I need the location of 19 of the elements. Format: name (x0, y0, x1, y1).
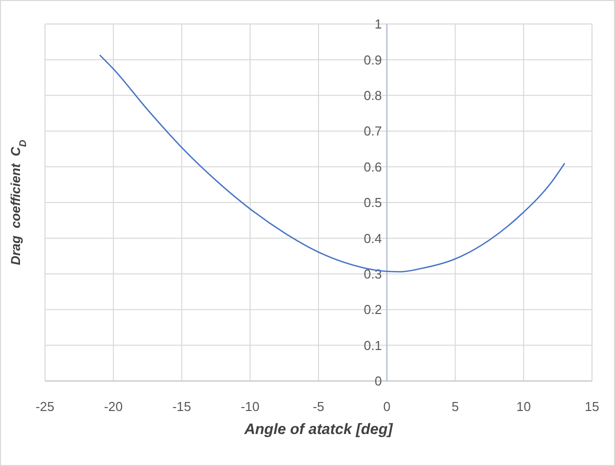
y-tick-label: 0.9 (364, 52, 382, 68)
x-tick-label: 15 (584, 399, 600, 414)
x-tick-label: -25 (36, 399, 54, 414)
y-tick-label: 0.2 (364, 302, 382, 318)
y-tick-label: 0 (374, 374, 382, 389)
y-tick-label: 0.1 (364, 338, 382, 353)
x-tick-label: -5 (312, 399, 324, 414)
x-tick-label: -10 (240, 399, 260, 414)
y-tick-label: 0.5 (364, 195, 382, 210)
x-tick-label: -15 (172, 399, 192, 414)
x-tick-label: -20 (104, 399, 123, 414)
y-tick-label: 0.6 (364, 159, 382, 174)
x-tick-label: 10 (516, 399, 531, 414)
y-tick-label: 0.7 (364, 124, 382, 139)
y-tick-label: 1 (374, 16, 382, 32)
x-axis-title: Angle of atatck [deg] (243, 421, 394, 438)
y-tick-label: 0.8 (364, 88, 382, 103)
y-tick-label: 0.4 (364, 230, 382, 246)
x-tick-label: 5 (452, 399, 459, 414)
